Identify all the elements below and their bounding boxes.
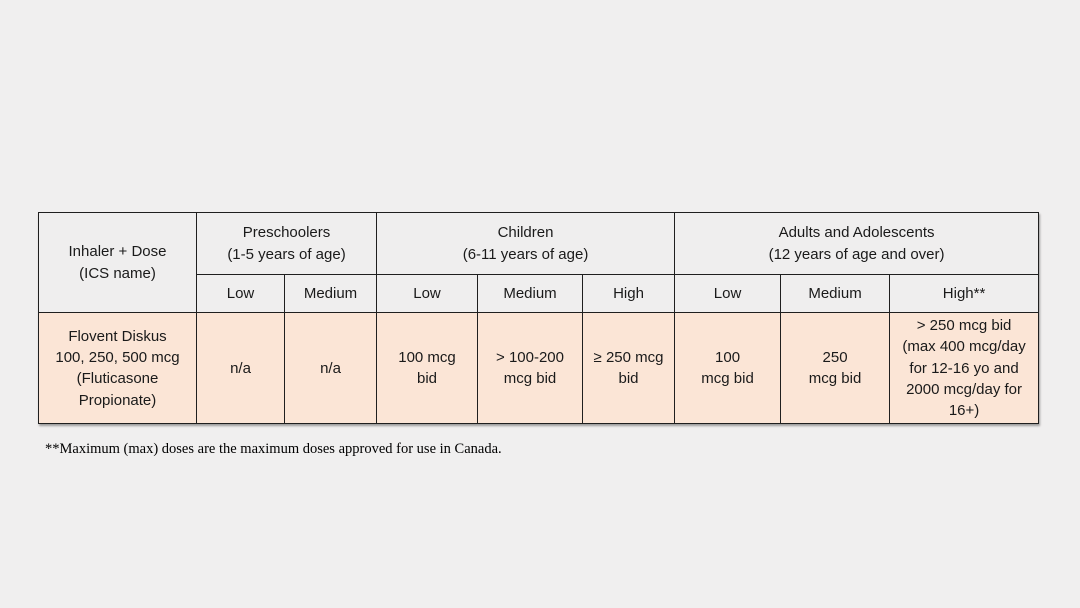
dose-cell-adults-medium: 250 mcg bid [780, 311, 891, 425]
corner-header-inhaler-dose: Inhaler + Dose (ICS name) [38, 212, 197, 313]
group-header-preschoolers: Preschoolers (1-5 years of age) [195, 212, 378, 275]
dose-cell-children-low: 100 mcg bid [376, 311, 479, 425]
col-header-children-high: High [582, 274, 676, 313]
inhaler-dosing-table: Inhaler + Dose (ICS name) Preschoolers (… [38, 212, 1040, 425]
col-header-children-medium: Medium [477, 274, 584, 313]
footnote: **Maximum (max) doses are the maximum do… [45, 441, 502, 457]
col-header-adults-high: High** [889, 274, 1040, 313]
table-row-flovent-diskus: Flovent Diskus 100, 250, 500 mcg (Flutic… [38, 311, 1040, 425]
dose-cell-adults-high: > 250 mcg bid (max 400 mcg/day for 12-16… [889, 311, 1040, 425]
group-header-adults-adolescents: Adults and Adolescents (12 years of age … [674, 212, 1040, 275]
dose-cell-children-high: ≥ 250 mcg bid [582, 311, 676, 425]
col-header-adults-low: Low [674, 274, 782, 313]
dose-cell-children-medium: > 100-200 mcg bid [477, 311, 584, 425]
group-header-children: Children (6-11 years of age) [376, 212, 676, 275]
dose-cell-preschoolers-low: n/a [196, 311, 285, 425]
dose-cell-preschoolers-medium: n/a [283, 311, 378, 425]
col-header-preschoolers-low: Low [196, 274, 285, 313]
col-header-adults-medium: Medium [780, 274, 891, 313]
col-header-preschoolers-medium: Medium [283, 274, 378, 313]
drug-name-cell: Flovent Diskus 100, 250, 500 mcg (Flutic… [38, 311, 197, 425]
dose-cell-adults-low: 100 mcg bid [674, 311, 782, 425]
col-header-children-low: Low [376, 274, 479, 313]
